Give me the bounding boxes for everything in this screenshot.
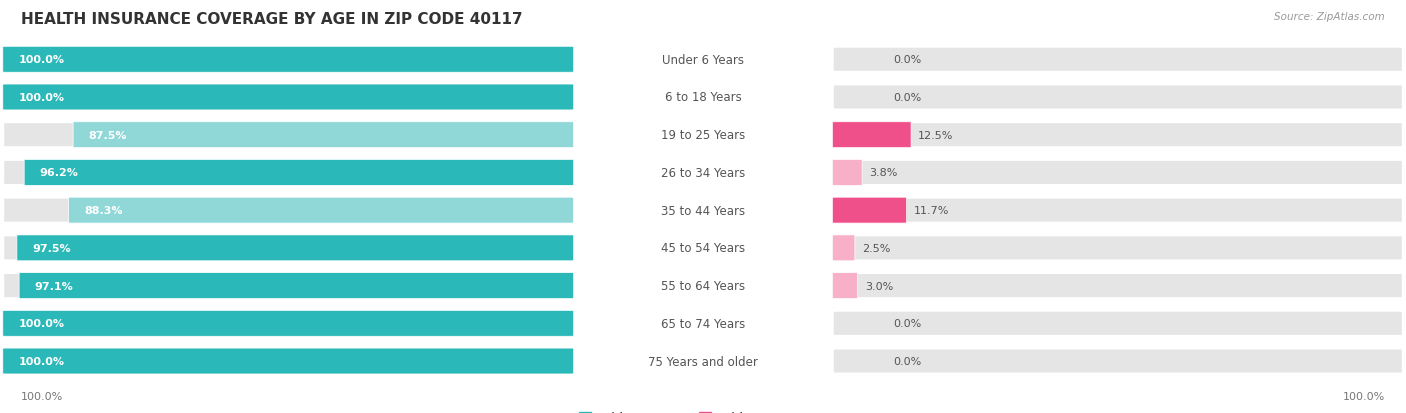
Text: 2.5%: 2.5% [862, 243, 890, 253]
Text: 65 to 74 Years: 65 to 74 Years [661, 317, 745, 330]
Text: 100.0%: 100.0% [18, 356, 65, 366]
FancyBboxPatch shape [69, 198, 574, 223]
FancyBboxPatch shape [73, 123, 574, 148]
Text: 35 to 44 Years: 35 to 44 Years [661, 204, 745, 217]
FancyBboxPatch shape [24, 160, 574, 186]
Text: Source: ZipAtlas.com: Source: ZipAtlas.com [1274, 12, 1385, 22]
Text: 45 to 54 Years: 45 to 54 Years [661, 242, 745, 255]
FancyBboxPatch shape [3, 273, 574, 299]
FancyBboxPatch shape [832, 348, 1403, 374]
Text: 12.5%: 12.5% [918, 131, 953, 140]
FancyBboxPatch shape [832, 235, 855, 261]
FancyBboxPatch shape [832, 123, 911, 148]
Text: 100.0%: 100.0% [1343, 392, 1385, 401]
Text: 0.0%: 0.0% [893, 93, 921, 103]
FancyBboxPatch shape [832, 273, 858, 299]
Text: 19 to 25 Years: 19 to 25 Years [661, 129, 745, 142]
FancyBboxPatch shape [3, 311, 574, 337]
Text: 55 to 64 Years: 55 to 64 Years [661, 280, 745, 292]
Text: 100.0%: 100.0% [18, 93, 65, 103]
Text: 96.2%: 96.2% [39, 168, 79, 178]
FancyBboxPatch shape [3, 348, 574, 374]
FancyBboxPatch shape [3, 348, 574, 374]
Text: 100.0%: 100.0% [18, 55, 65, 65]
FancyBboxPatch shape [3, 47, 574, 73]
Text: 11.7%: 11.7% [914, 206, 949, 216]
Text: 0.0%: 0.0% [893, 55, 921, 65]
Text: Under 6 Years: Under 6 Years [662, 54, 744, 66]
FancyBboxPatch shape [832, 198, 907, 223]
Text: 6 to 18 Years: 6 to 18 Years [665, 91, 741, 104]
FancyBboxPatch shape [832, 160, 862, 186]
FancyBboxPatch shape [832, 273, 1403, 299]
FancyBboxPatch shape [20, 273, 574, 299]
Text: 75 Years and older: 75 Years and older [648, 355, 758, 368]
Text: 0.0%: 0.0% [893, 318, 921, 328]
Text: HEALTH INSURANCE COVERAGE BY AGE IN ZIP CODE 40117: HEALTH INSURANCE COVERAGE BY AGE IN ZIP … [21, 12, 523, 27]
FancyBboxPatch shape [3, 160, 574, 186]
Text: 3.8%: 3.8% [869, 168, 897, 178]
Text: 97.5%: 97.5% [32, 243, 70, 253]
Text: 26 to 34 Years: 26 to 34 Years [661, 166, 745, 180]
FancyBboxPatch shape [832, 47, 1403, 73]
FancyBboxPatch shape [3, 85, 574, 111]
FancyBboxPatch shape [3, 198, 574, 223]
Text: 3.0%: 3.0% [865, 281, 893, 291]
FancyBboxPatch shape [3, 123, 574, 148]
Text: 100.0%: 100.0% [21, 392, 63, 401]
Text: 97.1%: 97.1% [35, 281, 73, 291]
FancyBboxPatch shape [3, 235, 574, 261]
FancyBboxPatch shape [832, 123, 1403, 148]
FancyBboxPatch shape [17, 235, 574, 261]
FancyBboxPatch shape [832, 198, 1403, 223]
FancyBboxPatch shape [3, 85, 574, 111]
Legend: With Coverage, Without Coverage: With Coverage, Without Coverage [574, 406, 832, 413]
Text: 0.0%: 0.0% [893, 356, 921, 366]
Text: 88.3%: 88.3% [84, 206, 122, 216]
Text: 87.5%: 87.5% [89, 131, 127, 140]
FancyBboxPatch shape [832, 311, 1403, 337]
FancyBboxPatch shape [3, 311, 574, 337]
FancyBboxPatch shape [832, 160, 1403, 186]
FancyBboxPatch shape [832, 85, 1403, 111]
FancyBboxPatch shape [832, 235, 1403, 261]
FancyBboxPatch shape [3, 47, 574, 73]
Text: 100.0%: 100.0% [18, 318, 65, 328]
